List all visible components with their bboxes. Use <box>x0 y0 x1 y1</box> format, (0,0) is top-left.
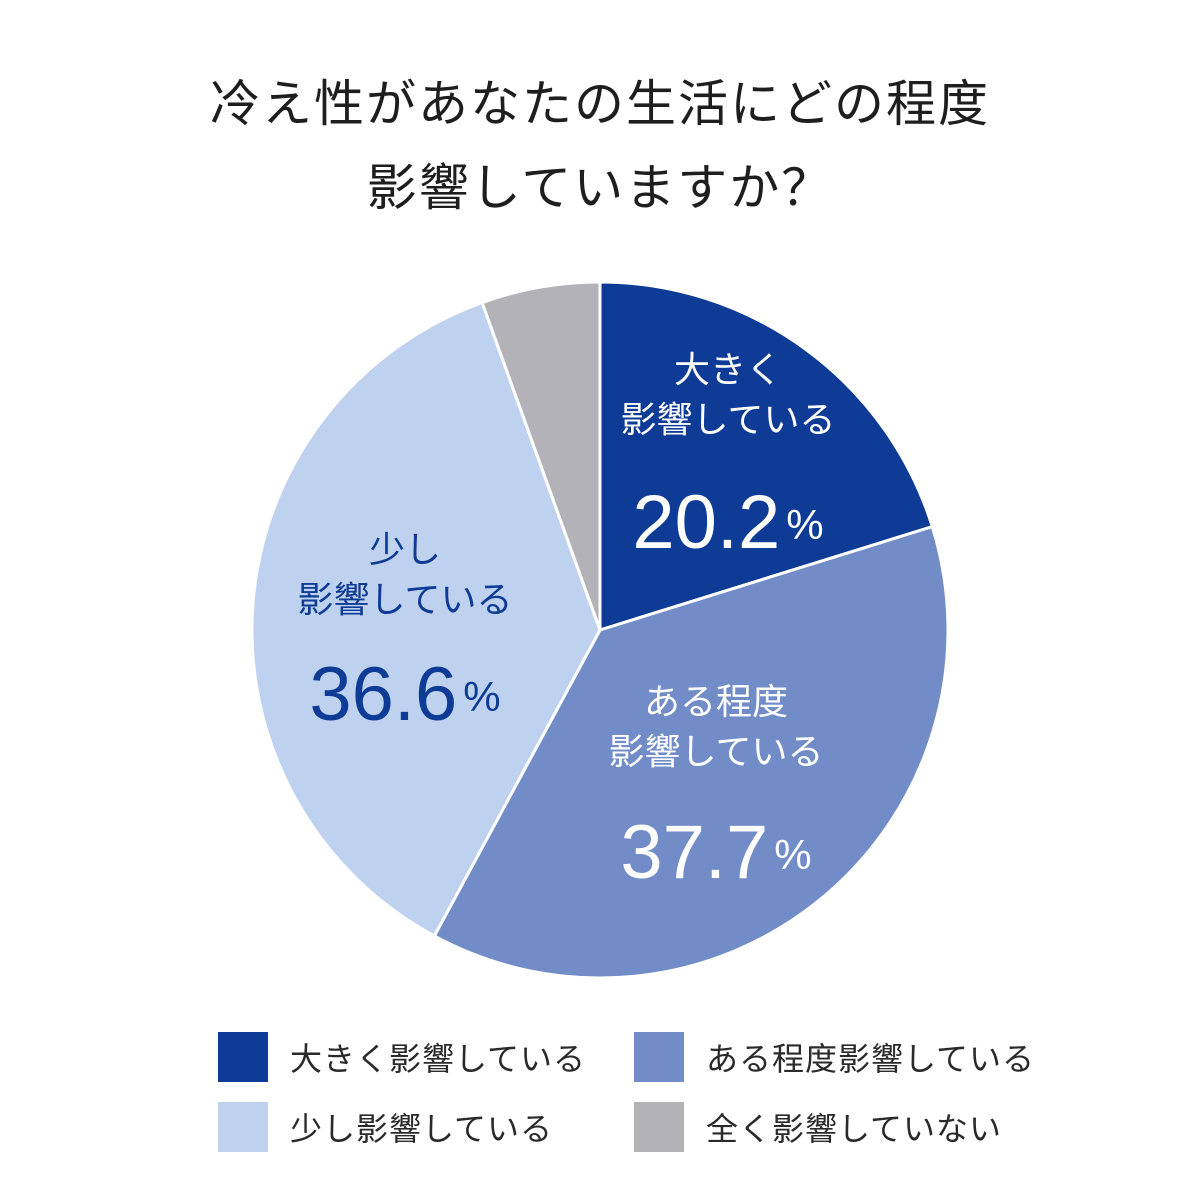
chart-title-line-2: 影響していますか？ <box>366 159 834 217</box>
slice-label: ある程度 <box>644 682 788 723</box>
pie-slice <box>480 280 602 631</box>
slice-label: 少し <box>369 530 441 571</box>
slice-value-number: 20.2 <box>632 480 780 565</box>
slice-value-label: 36.6% <box>309 652 500 737</box>
pie-slice <box>432 524 950 980</box>
slice-value-unit: % <box>463 673 500 720</box>
slice-label: 影響している <box>298 580 513 621</box>
chart-title-line-1: 冷え性があなたの生活にどの程度 <box>210 75 990 133</box>
slice-value-unit: % <box>786 501 823 548</box>
pie-slice <box>598 280 935 633</box>
chart-title: 冷え性があなたの生活にどの程度 影響していますか？ <box>0 62 1200 230</box>
slice-label: 影響している <box>621 400 836 441</box>
slice-value-number: 36.6 <box>309 652 457 737</box>
slice-label: 影響している <box>609 732 824 773</box>
slice-value-label: 37.7% <box>620 810 811 895</box>
slice-value-unit: % <box>774 831 811 878</box>
slice-value-label: 20.2% <box>632 480 823 565</box>
slice-value-number: 37.7 <box>620 810 768 895</box>
slice-label: 大きく <box>674 350 782 391</box>
pie-slice <box>250 300 602 939</box>
